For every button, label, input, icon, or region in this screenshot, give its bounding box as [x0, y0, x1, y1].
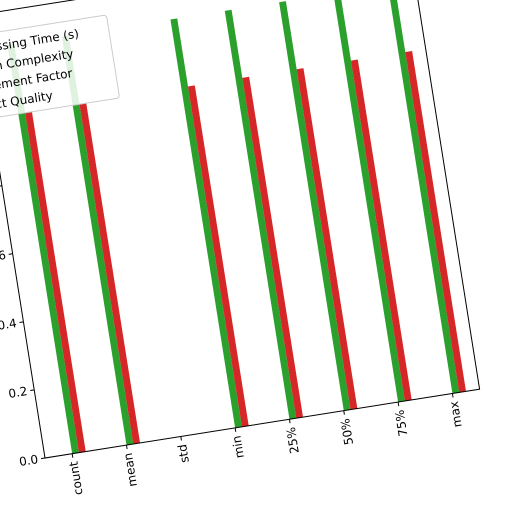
bar	[387, 0, 460, 394]
y-tick	[0, 185, 2, 187]
x-tick-label: std	[175, 443, 192, 464]
x-tick-label: mean	[121, 452, 140, 488]
bar	[296, 68, 358, 410]
legend-box	[0, 14, 120, 127]
x-tick-label: 75%	[392, 409, 410, 438]
x-tick-label: 25%	[284, 426, 302, 455]
x-tick	[343, 410, 345, 415]
x-tick-label: max	[447, 400, 465, 428]
x-tick	[234, 427, 237, 432]
bar	[170, 18, 242, 428]
bar	[188, 85, 249, 427]
y-tick-label: 0.6	[0, 248, 7, 265]
y-tick	[40, 457, 46, 460]
bar	[224, 9, 297, 420]
y-tick-label: 0.4	[0, 316, 18, 333]
axes-frame	[0, 0, 481, 459]
y-tick	[19, 321, 24, 323]
bar	[7, 44, 79, 454]
x-tick-label: min	[229, 435, 246, 460]
plot-area: 0.00.20.40.60.81.01.2countmeanstdmin25%5…	[0, 0, 481, 496]
x-tick	[71, 453, 74, 458]
y-tick	[30, 389, 35, 392]
bar	[279, 1, 351, 411]
bar	[405, 50, 467, 393]
bar	[79, 102, 141, 445]
x-tick	[180, 436, 182, 441]
x-tick	[288, 419, 291, 424]
bar	[350, 59, 412, 401]
y-tick	[8, 253, 13, 255]
x-tick-label: count	[66, 460, 85, 496]
y-tick-label: 0.0	[18, 452, 39, 469]
bar	[242, 76, 304, 419]
x-tick	[125, 445, 128, 450]
bar	[61, 35, 134, 446]
x-tick	[451, 393, 454, 398]
bar	[333, 0, 405, 403]
legend: Processing Time (s)Depth ComplexityMovem…	[0, 14, 120, 127]
bar	[25, 111, 86, 453]
x-tick-label: 50%	[338, 417, 356, 446]
y-tick-label: 0.2	[7, 384, 28, 401]
x-tick	[397, 401, 400, 407]
